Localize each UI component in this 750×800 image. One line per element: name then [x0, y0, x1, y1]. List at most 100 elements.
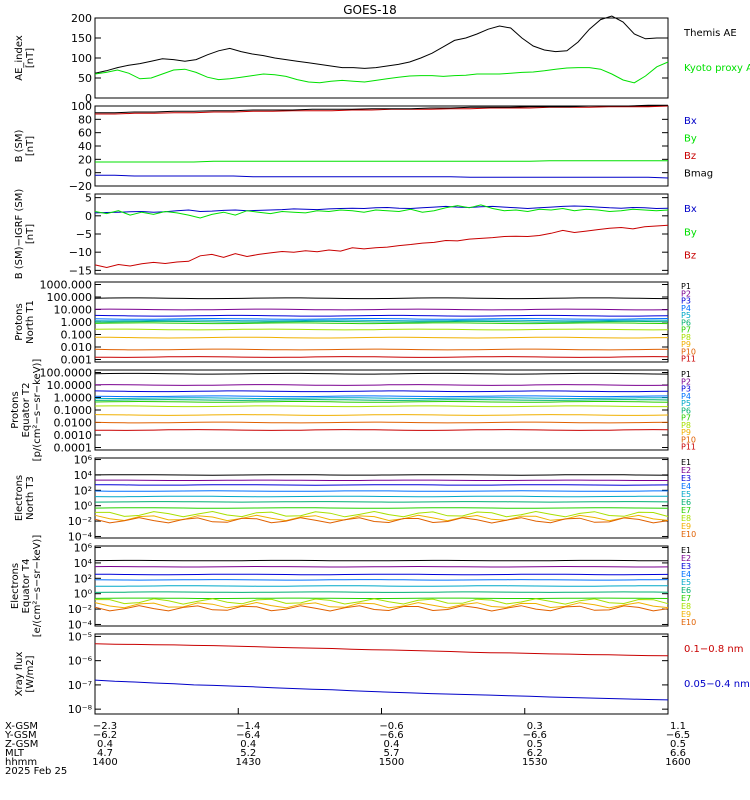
y-tick-label: 5	[85, 192, 92, 205]
x-axis-row-label: Y-GSM	[4, 730, 37, 741]
legend-entry: E8	[681, 602, 691, 611]
y-tick-label: −15	[69, 264, 92, 277]
series-line-P1	[94, 297, 669, 300]
y-tick-label: 10⁻²	[68, 515, 92, 528]
legend-entry: E9	[681, 522, 691, 531]
series-line-By	[94, 204, 669, 219]
series-line-P7	[94, 322, 669, 325]
y-tick-label: 1000.000	[40, 279, 93, 292]
series-line-E3	[95, 573, 669, 576]
y-tick-label: 0.0001	[54, 442, 93, 455]
legend-entry: E7	[681, 506, 691, 515]
series-line-P1	[94, 372, 669, 375]
series-line-P5	[94, 319, 669, 322]
y-axis-label: Electrons	[14, 475, 25, 521]
legend-entry: P9	[681, 340, 691, 349]
legend-entry: P7	[681, 414, 691, 423]
series-line-P10	[94, 421, 669, 424]
legend-entry: E5	[681, 490, 691, 499]
y-tick-label: 1.0000	[54, 392, 93, 405]
y-tick-label: 50	[78, 72, 92, 85]
panel-frame	[94, 105, 669, 187]
x-axis-row-label: Z-GSM	[5, 739, 38, 750]
y-tick-label: 0.1000	[54, 404, 93, 417]
panel-3: −15 −10 −5 0 5 B (SM)−IGRF (SM) [nT] Bx By Bz	[14, 189, 697, 280]
legend-entry: E6	[681, 498, 691, 507]
x-tick-label: −2.3	[93, 721, 117, 732]
legend-entry: P8	[681, 333, 691, 342]
series-line-Themis-AE	[94, 15, 668, 74]
series-line-By	[95, 160, 668, 163]
y-tick-label: 0.010	[61, 341, 93, 354]
legend-entry: E2	[681, 554, 691, 563]
y-tick-label: 10⁻⁴	[68, 618, 93, 631]
y-axis-label: Protons	[14, 303, 25, 340]
series-line-P3	[94, 314, 669, 317]
legend-entry: E5	[681, 578, 691, 587]
x-tick-label: −1.4	[236, 721, 260, 732]
legend-entry: E9	[681, 610, 691, 619]
series-line-P4	[94, 317, 669, 320]
legend-entry: Themis AE	[683, 28, 737, 39]
legend-entry: P8	[681, 421, 691, 430]
y-tick-label: 10.0000	[47, 379, 93, 392]
y-axis-label: Equator T2	[21, 383, 32, 438]
legend-entry: E8	[681, 514, 691, 523]
y-tick-label: 0.0010	[54, 429, 93, 442]
series-line-Bz	[95, 105, 669, 115]
series-line-Bz	[94, 224, 669, 269]
y-tick-label: 100.000	[47, 291, 93, 304]
series-line-P9	[94, 414, 669, 416]
y-axis-label: [nT]	[25, 136, 36, 156]
x-tick-label: 1.1	[670, 721, 686, 732]
series-line-E9	[94, 601, 669, 609]
y-tick-label: 0	[85, 167, 92, 180]
legend-entry: E4	[681, 482, 691, 491]
legend-entry: P10	[681, 347, 696, 356]
y-tick-label: 100	[71, 52, 92, 65]
series-line-E3	[94, 484, 669, 486]
y-axis-label: AE_index	[14, 35, 25, 81]
x-axis-row-label: 2025 Feb 25	[5, 766, 67, 777]
series-line-P5	[94, 397, 668, 399]
y-tick-label: 0.001	[61, 354, 93, 367]
series-line-P6	[94, 399, 669, 401]
series-line-P8	[94, 405, 668, 408]
y-tick-label: 0	[85, 210, 92, 223]
x-tick-label: 6.6	[670, 748, 686, 759]
legend-entry: P6	[681, 318, 691, 327]
panel-4: 0.0010.0100.1001.00010.000100.0001000.00…	[14, 279, 696, 367]
y-tick-label: 1.000	[61, 316, 93, 329]
legend-entry: E10	[681, 618, 696, 627]
series-line-E10	[94, 605, 669, 612]
series-line-Kyoto-proxy-AE	[94, 61, 669, 84]
y-tick-label: 10.000	[54, 304, 93, 317]
figure-title: GOES-18	[343, 3, 397, 17]
y-tick-label: −5	[76, 228, 92, 241]
y-tick-label: 10⁻⁴	[68, 530, 93, 543]
series-line-P11	[94, 429, 669, 431]
y-axis-label: [e/(cm²−s−sr−keV)]	[32, 535, 43, 638]
y-tick-label: 100	[71, 100, 92, 113]
y-tick-label: 10⁻⁷	[68, 679, 92, 692]
x-tick-label: 0.5	[670, 739, 686, 750]
x-tick-label: 1430	[236, 757, 261, 768]
legend-entry: P9	[681, 428, 691, 437]
series-line-E4	[94, 579, 669, 581]
panel-frame	[94, 633, 669, 715]
x-tick-label: −6.6	[523, 730, 547, 741]
series-line-E9	[94, 514, 669, 522]
legend-entry: P5	[681, 399, 691, 408]
y-tick-label: 0.100	[61, 329, 93, 342]
series-line-P6	[94, 320, 669, 323]
x-tick-label: 1400	[92, 757, 117, 768]
legend-entry: Bx	[684, 116, 697, 127]
y-tick-label: 10⁶	[74, 542, 93, 555]
series-line-E1	[94, 474, 669, 476]
legend-entry: E6	[681, 586, 691, 595]
x-tick-label: −6.5	[666, 730, 690, 741]
series-line-P2	[94, 384, 669, 386]
y-axis-label: B (SM)	[14, 129, 25, 162]
y-axis-label: B (SM)−IGRF (SM)	[14, 189, 25, 280]
y-tick-label: 10⁴	[74, 557, 93, 570]
